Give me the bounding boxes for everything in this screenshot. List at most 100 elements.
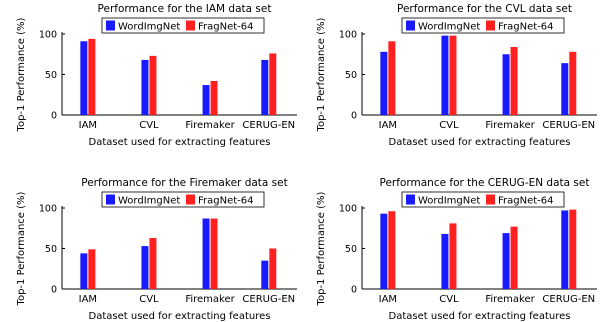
x-tick-label: IAM [79, 120, 97, 131]
y-tick-label: 0 [351, 111, 357, 122]
x-tick-label: CVL [439, 120, 459, 131]
chart-title: Performance for the CERUG-EN data set [380, 177, 590, 189]
bar-wordimgnet-iam [380, 51, 388, 115]
x-tick-label: Firemaker [485, 120, 535, 131]
legend-label: WordImgNet [418, 22, 480, 33]
bar-fragnet-64-firemaker [210, 218, 218, 289]
bar-fragnet-64-cvl [149, 55, 157, 115]
y-tick-label: 50 [45, 70, 57, 81]
y-tick-label: 100 [39, 30, 57, 41]
legend: WordImgNet FragNet-64 [401, 17, 565, 34]
x-tick-label: CERUG-EN [542, 120, 595, 131]
legend: WordImgNet FragNet-64 [101, 191, 265, 208]
y-axis-label: Top-1 Performance (%) [16, 191, 27, 306]
bar-fragnet-64-iam [88, 249, 96, 289]
bar-fragnet-64-cvl [449, 35, 457, 116]
y-axis-label: Top-1 Performance (%) [316, 17, 327, 132]
chart-title: Performance for the Firemaker data set [81, 177, 287, 189]
x-axis-label: Dataset used for extracting features [89, 311, 271, 322]
x-tick-label: CERUG-EN [242, 294, 295, 305]
legend-swatch [486, 194, 495, 205]
bar-fragnet-64-cerug-en [269, 53, 277, 115]
x-axis-label: Dataset used for extracting features [89, 137, 271, 148]
bar-wordimgnet-firemaker [502, 54, 510, 115]
bar-fragnet-64-iam [388, 41, 396, 115]
legend-label: WordImgNet [118, 22, 180, 33]
y-tick-label: 0 [51, 285, 57, 296]
bar-wordimgnet-iam [80, 253, 88, 289]
legend-swatch [186, 20, 195, 31]
bar-fragnet-64-cerug-en [569, 51, 577, 115]
bar-fragnet-64-firemaker [510, 46, 518, 115]
legend-label: FragNet-64 [498, 22, 554, 33]
y-axis-label: Top-1 Performance (%) [16, 17, 27, 132]
bar-wordimgnet-cvl [441, 233, 449, 289]
y-tick-label: 50 [45, 244, 57, 255]
bar-wordimgnet-cerug-en [561, 210, 569, 289]
y-tick-label: 50 [345, 70, 357, 81]
y-tick-label: 0 [51, 111, 57, 122]
x-tick-label: CERUG-EN [542, 294, 595, 305]
x-tick-label: IAM [379, 294, 397, 305]
chart-title: Performance for the CVL data set [397, 3, 572, 15]
chart-panel-1: Performance for the IAM data set 0 50 100 To… [16, 3, 297, 148]
bar-wordimgnet-firemaker [202, 85, 210, 115]
bar-wordimgnet-cerug-en [261, 260, 269, 289]
bar-wordimgnet-cerug-en [261, 59, 269, 115]
bar-wordimgnet-cvl [441, 35, 449, 116]
bar-fragnet-64-iam [88, 38, 96, 115]
bar-wordimgnet-firemaker [502, 233, 510, 289]
legend-label: FragNet-64 [198, 196, 254, 207]
legend-box [101, 191, 265, 208]
y-axis-label: Top-1 Performance (%) [316, 191, 327, 306]
legend-swatch [486, 20, 495, 31]
legend-label: WordImgNet [418, 196, 480, 207]
bar-fragnet-64-iam [388, 211, 396, 289]
x-tick-label: Firemaker [185, 120, 235, 131]
bar-wordimgnet-iam [80, 41, 88, 115]
legend-label: FragNet-64 [498, 196, 554, 207]
bar-wordimgnet-cvl [141, 246, 149, 289]
legend: WordImgNet FragNet-64 [401, 191, 565, 208]
y-tick-label: 50 [345, 244, 357, 255]
chart-panel-4: Performance for the CERUG-EN data set 0 50… [316, 177, 597, 322]
x-tick-label: CVL [439, 294, 459, 305]
legend-box [401, 191, 565, 208]
bar-wordimgnet-iam [380, 213, 388, 289]
y-tick-label: 100 [39, 204, 57, 215]
x-tick-label: Firemaker [485, 294, 535, 305]
bar-wordimgnet-cerug-en [561, 63, 569, 115]
x-axis-label: Dataset used for extracting features [389, 137, 571, 148]
bar-fragnet-64-cvl [149, 237, 157, 289]
chart-panel-3: Performance for the Firemaker data set 0 5… [16, 177, 297, 322]
legend-box [101, 17, 265, 34]
bar-wordimgnet-cvl [141, 59, 149, 115]
y-tick-label: 0 [351, 285, 357, 296]
y-tick-label: 100 [339, 204, 357, 215]
chart-panel-2: Performance for the CVL data set 0 50 100 To… [316, 3, 597, 148]
y-tick-label: 100 [339, 30, 357, 41]
bar-wordimgnet-firemaker [202, 218, 210, 289]
legend-swatch [406, 194, 415, 205]
bar-fragnet-64-firemaker [210, 80, 218, 115]
x-axis-label: Dataset used for extracting features [389, 311, 571, 322]
chart-title: Performance for the IAM data set [98, 3, 272, 15]
legend-label: WordImgNet [118, 196, 180, 207]
legend-swatch [106, 20, 115, 31]
legend-swatch [186, 194, 195, 205]
bar-fragnet-64-cerug-en [569, 209, 577, 289]
legend-swatch [406, 20, 415, 31]
x-tick-label: Firemaker [185, 294, 235, 305]
legend-swatch [106, 194, 115, 205]
x-tick-label: IAM [379, 120, 397, 131]
x-tick-label: CVL [139, 294, 159, 305]
legend-box [401, 17, 565, 34]
bar-fragnet-64-firemaker [510, 226, 518, 289]
legend-label: FragNet-64 [198, 22, 254, 33]
x-tick-label: CERUG-EN [242, 120, 295, 131]
legend: WordImgNet FragNet-64 [101, 17, 265, 34]
bar-fragnet-64-cvl [449, 223, 457, 289]
x-tick-label: CVL [139, 120, 159, 131]
bar-fragnet-64-cerug-en [269, 248, 277, 289]
